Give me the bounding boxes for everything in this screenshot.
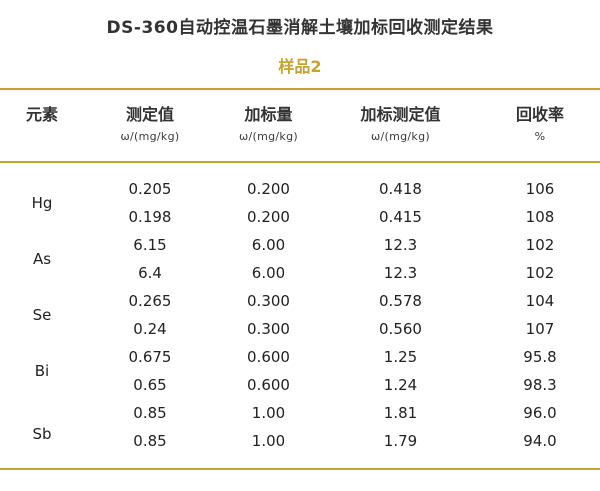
- element-cell-sb: Sb: [32, 424, 52, 443]
- spiked-measured-value-cell: 12.3: [383, 236, 418, 254]
- spike-amount-cell: 1.00: [251, 432, 286, 450]
- table-row: 6.4 6.00 12.3 102: [0, 259, 600, 287]
- table-row: Se 0.265 0.300 0.578 104: [0, 287, 600, 324]
- recovery-rate-cell: 98.3: [523, 376, 557, 394]
- column-header-spike-amount: 加标量 ω/(mg/kg): [216, 89, 321, 162]
- recovery-rate-cell: 107: [525, 320, 555, 338]
- measured-value-cell: 0.85: [133, 404, 167, 422]
- column-unit: ω/(mg/kg): [120, 130, 180, 143]
- column-label: 加标测定值: [360, 105, 441, 124]
- spike-amount-cell: 0.600: [247, 348, 290, 366]
- recovery-rate-cell: 96.0: [523, 404, 557, 422]
- table-row: As 6.15 6.00 12.3 102: [0, 231, 600, 268]
- table-row: 0.65 0.600 1.24 98.3: [0, 371, 600, 399]
- spike-amount-cell: 6.00: [251, 236, 286, 254]
- measured-value-cell: 6.4: [138, 264, 162, 282]
- measured-value-cell: 0.65: [133, 376, 167, 394]
- column-label: 加标量: [244, 105, 293, 124]
- column-unit: %: [534, 130, 546, 143]
- column-header-element: 元素: [0, 89, 84, 162]
- spiked-measured-value-cell: 1.25: [383, 348, 418, 366]
- recovery-rate-cell: 94.0: [523, 432, 557, 450]
- element-cell-se: Se: [32, 306, 52, 324]
- column-label: 测定值: [125, 105, 174, 124]
- spike-amount-cell: 0.600: [247, 376, 290, 394]
- table-row: Sb 0.85 1.00 1.81 96.0: [0, 399, 600, 443]
- spiked-measured-value-cell: 1.81: [383, 404, 418, 422]
- column-header-measured-value: 测定值 ω/(mg/kg): [84, 89, 216, 162]
- table-row: 0.24 0.300 0.560 107: [0, 315, 600, 343]
- measured-value-cell: 6.15: [133, 236, 167, 254]
- column-label: 元素: [25, 105, 58, 124]
- recovery-rate-cell: 104: [525, 292, 555, 310]
- measured-value-cell: 0.85: [133, 432, 167, 450]
- column-label: 回收率: [515, 105, 564, 124]
- recovery-rate-cell: 106: [525, 180, 555, 198]
- table-row: Hg 0.205 0.200 0.418 106: [0, 162, 600, 212]
- table-header: 元素 测定值 ω/(mg/kg) 加标量 ω/(mg/kg) 加标测定值 ω/(…: [0, 89, 600, 162]
- spiked-measured-value-cell: 0.578: [379, 292, 422, 310]
- spiked-measured-value-cell: 0.560: [379, 320, 422, 338]
- recovery-rate-cell: 95.8: [523, 348, 557, 366]
- spiked-measured-value-cell: 1.79: [383, 432, 418, 450]
- spiked-measured-value-cell: 12.3: [383, 264, 418, 282]
- recovery-results-table: 元素 测定值 ω/(mg/kg) 加标量 ω/(mg/kg) 加标测定值 ω/(…: [0, 88, 600, 470]
- measured-value-cell: 0.198: [128, 208, 172, 226]
- measured-value-cell: 0.24: [133, 320, 167, 338]
- element-cell-as: As: [32, 250, 52, 268]
- table-row: 0.198 0.200 0.415 108: [0, 203, 600, 231]
- column-header-spiked-measured-value: 加标测定值 ω/(mg/kg): [321, 89, 480, 162]
- spiked-measured-value-cell: 1.24: [383, 376, 418, 394]
- header-row: 元素 测定值 ω/(mg/kg) 加标量 ω/(mg/kg) 加标测定值 ω/(…: [0, 89, 600, 162]
- recovery-rate-cell: 102: [525, 264, 555, 282]
- recovery-rate-cell: 102: [525, 236, 555, 254]
- sample-subtitle: 样品2: [278, 57, 322, 76]
- spike-amount-cell: 0.300: [247, 292, 290, 310]
- measured-value-cell: 0.205: [128, 180, 172, 198]
- element-cell-hg: Hg: [31, 194, 53, 212]
- table-row: Bi 0.675 0.600 1.25 95.8: [0, 343, 600, 380]
- column-header-recovery-rate: 回收率 %: [480, 89, 600, 162]
- recovery-rate-cell: 108: [525, 208, 555, 226]
- measured-value-cell: 0.675: [128, 348, 172, 366]
- element-cell-bi: Bi: [34, 362, 50, 380]
- table-body: Hg 0.205 0.200 0.418 106 0.198 0.200 0.4…: [0, 162, 600, 469]
- spike-amount-cell: 0.300: [247, 320, 290, 338]
- spike-amount-cell: 0.200: [247, 180, 290, 198]
- spike-amount-cell: 1.00: [251, 404, 286, 422]
- measured-value-cell: 0.265: [128, 292, 172, 310]
- column-unit: ω/(mg/kg): [371, 130, 430, 143]
- spiked-measured-value-cell: 0.415: [379, 208, 422, 226]
- column-unit: ω/(mg/kg): [239, 130, 298, 143]
- spike-amount-cell: 0.200: [247, 208, 290, 226]
- table-row: 0.85 1.00 1.79 94.0: [0, 427, 600, 469]
- spiked-measured-value-cell: 0.418: [379, 180, 422, 198]
- spike-amount-cell: 6.00: [251, 264, 286, 282]
- page-title: DS-360自动控温石墨消解土壤加标回收测定结果: [106, 18, 494, 38]
